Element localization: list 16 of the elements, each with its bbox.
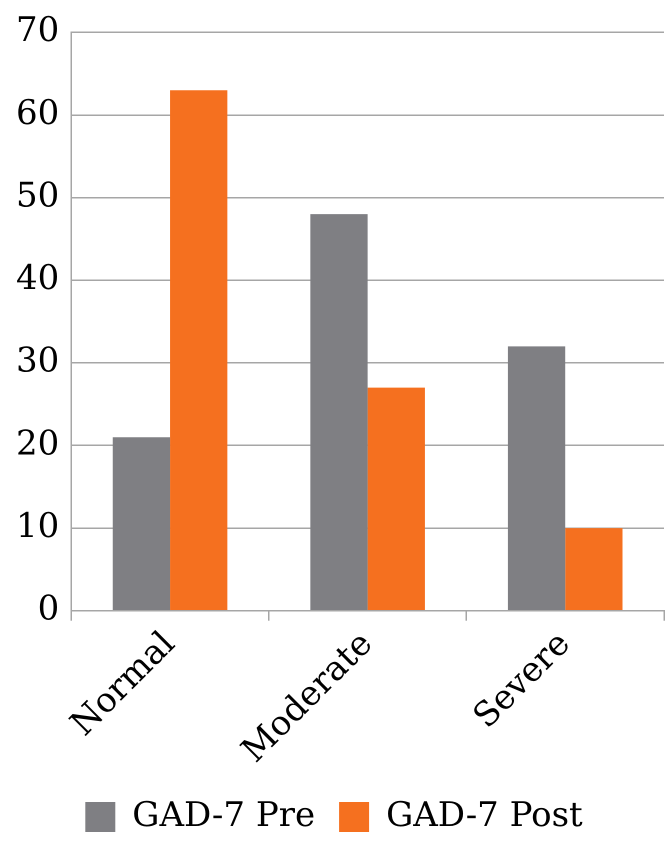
y-tick-label: 50 xyxy=(16,175,60,216)
y-tick-label: 30 xyxy=(16,340,60,381)
y-tick-label: 60 xyxy=(16,92,60,133)
bar xyxy=(112,437,170,610)
y-tick-label: 70 xyxy=(16,10,60,50)
bar xyxy=(310,214,368,610)
bar xyxy=(565,528,623,610)
y-tick-label: 0 xyxy=(38,588,60,629)
bar xyxy=(170,90,228,610)
y-tick-label: 10 xyxy=(16,506,60,546)
bar xyxy=(368,388,425,610)
y-tick-label: 20 xyxy=(16,423,60,464)
legend-label: GAD-7 Pre xyxy=(132,794,316,835)
y-tick-label: 40 xyxy=(16,258,60,298)
bar xyxy=(508,346,566,610)
legend-label: GAD-7 Post xyxy=(386,794,584,835)
